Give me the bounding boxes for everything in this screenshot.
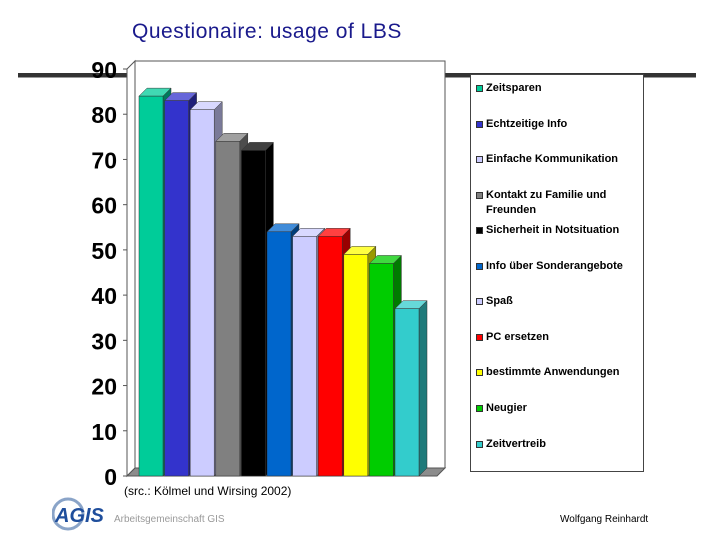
- legend-label: Spaß: [486, 295, 513, 307]
- legend-label: Zeitsparen: [486, 82, 542, 94]
- legend-swatch: [476, 441, 483, 448]
- bar-front: [292, 236, 317, 477]
- y-tick-label: 50: [91, 238, 117, 264]
- y-tick-label: 80: [91, 102, 117, 128]
- bar-front: [266, 231, 292, 477]
- legend-label: bestimmte Anwendungen: [486, 366, 620, 378]
- legend-swatch: [476, 298, 483, 305]
- legend-label: Neugier: [486, 402, 527, 414]
- y-tick-label: 0: [104, 464, 117, 490]
- legend-swatch: [476, 369, 483, 376]
- legend-swatch: [476, 85, 483, 92]
- bar-front: [343, 254, 369, 477]
- bar: [394, 300, 428, 477]
- legend-swatch: [476, 192, 483, 199]
- y-tick-label: 20: [91, 374, 117, 400]
- bar-front: [215, 141, 241, 477]
- bar-front: [317, 236, 343, 477]
- legend-label: Sicherheit in Notsituation: [486, 224, 620, 236]
- legend-swatch: [476, 405, 483, 412]
- organization-name: Arbeitsgemeinschaft GIS: [114, 514, 225, 525]
- bar-front: [369, 263, 394, 477]
- svg-text:AGIS: AGIS: [54, 505, 105, 527]
- legend-label: Echtzeitige Info: [486, 118, 568, 130]
- y-tick-label: 10: [91, 419, 117, 445]
- legend-swatch: [476, 156, 483, 163]
- y-tick-label: 30: [91, 328, 117, 354]
- agis-logo: AGIS: [52, 497, 105, 531]
- bar-front: [138, 95, 164, 477]
- slide-title: Questionaire: usage of LBS: [132, 20, 402, 43]
- legend-label: PC ersetzen: [486, 331, 549, 343]
- chart-side-wall: [126, 59, 136, 478]
- bar-front: [241, 150, 266, 477]
- y-tick-label: 70: [91, 147, 117, 173]
- bar-front: [394, 308, 420, 477]
- legend-swatch: [476, 263, 483, 270]
- legend-label: Kontakt zu Familie und Freunden: [486, 189, 607, 216]
- legend-swatch: [476, 227, 483, 234]
- legend-label: Info über Sonderangebote: [486, 260, 623, 272]
- y-tick-label: 40: [91, 283, 117, 309]
- legend-label: Zeitvertreib: [486, 438, 546, 450]
- source-note: (src.: Kölmel und Wirsing 2002): [124, 484, 292, 498]
- legend-label: Einfache Kommunikation: [486, 153, 619, 165]
- y-tick-label: 60: [91, 193, 117, 219]
- bar-front: [189, 109, 215, 477]
- y-tick-label: 90: [91, 57, 117, 83]
- chart-legend: Zeitsparen Echtzeitige Info Einfache Kommu…: [470, 74, 644, 472]
- bar-side: [418, 300, 428, 477]
- legend-swatch: [476, 121, 483, 128]
- author-name: Wolfgang Reinhardt: [560, 514, 649, 525]
- bar-front: [164, 100, 189, 477]
- legend-swatch: [476, 334, 483, 341]
